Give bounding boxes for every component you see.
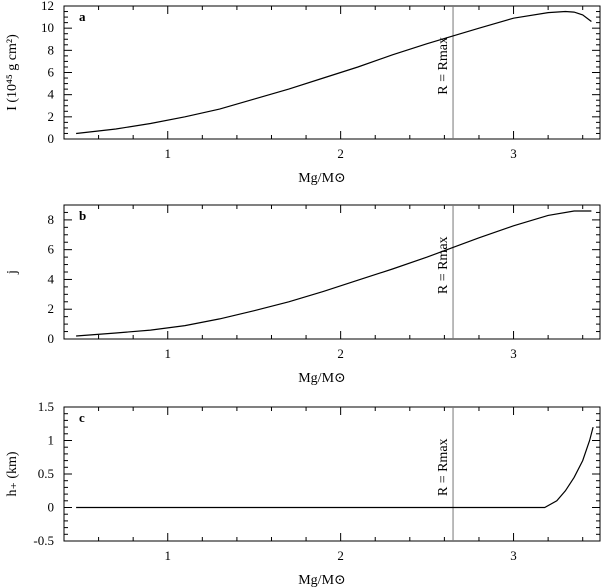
y-tick-label: 10 [41, 20, 54, 35]
y-tick-label: 4 [48, 87, 55, 102]
y-tick-label: 0 [48, 131, 55, 146]
y-axis-label: j [5, 270, 20, 275]
x-tick-label: 2 [337, 548, 344, 563]
y-tick-label: 0 [48, 500, 55, 515]
y-axis-label: h₊ (km) [5, 451, 20, 496]
panel-label: c [79, 410, 85, 425]
panel-b: 1 2 3 0 2 4 6 8 b R = Rmax Mg/M⊙ j [5, 204, 601, 386]
x-axis-label: Mg/M⊙ [298, 371, 346, 386]
plot-frame [63, 406, 601, 542]
y-tick-label: 1.5 [38, 399, 54, 414]
y-axis-label: I (10⁴⁵ g cm²) [5, 34, 20, 111]
x-tick-label: 3 [510, 548, 517, 563]
y-tick-label: 2 [48, 109, 55, 124]
y-tick-label: 6 [48, 242, 55, 257]
plot-frame [63, 5, 601, 140]
x-tick-label: 1 [164, 146, 171, 161]
r-max-label: R = Rmax [436, 37, 451, 95]
x-tick-label: 1 [164, 548, 171, 563]
y-tick-label: 0 [48, 331, 55, 346]
y-tick-label: 1 [48, 433, 55, 448]
y-tick-label: 0.5 [38, 466, 54, 481]
plot-frame [63, 204, 601, 340]
panel-label: b [79, 208, 86, 223]
x-tick-label: 3 [510, 346, 517, 361]
y-tick-label: 2 [48, 301, 55, 316]
x-tick-label: 3 [510, 146, 517, 161]
x-axis-label: Mg/M⊙ [298, 573, 346, 588]
y-tick-label: 12 [41, 0, 54, 13]
y-tick-label: 8 [48, 212, 55, 227]
y-tick-label: -0.5 [33, 533, 54, 548]
x-tick-label: 1 [164, 346, 171, 361]
r-max-label: R = Rmax [436, 236, 451, 294]
r-max-label: R = Rmax [436, 438, 451, 496]
y-tick-label: 8 [48, 42, 55, 57]
series-line [76, 426, 594, 509]
x-tick-label: 2 [337, 146, 344, 161]
panel-label: a [79, 9, 86, 24]
y-tick-label: 4 [48, 271, 55, 286]
y-tick-label: 6 [48, 65, 55, 80]
series-line [76, 210, 592, 337]
x-tick-label: 2 [337, 346, 344, 361]
x-axis-label: Mg/M⊙ [298, 171, 346, 186]
series-line [76, 10, 592, 135]
panel-c: 1 2 3 -0.5 0 0.5 1 1.5 c R = Rmax Mg/M⊙ h₊ (km) [5, 399, 601, 588]
